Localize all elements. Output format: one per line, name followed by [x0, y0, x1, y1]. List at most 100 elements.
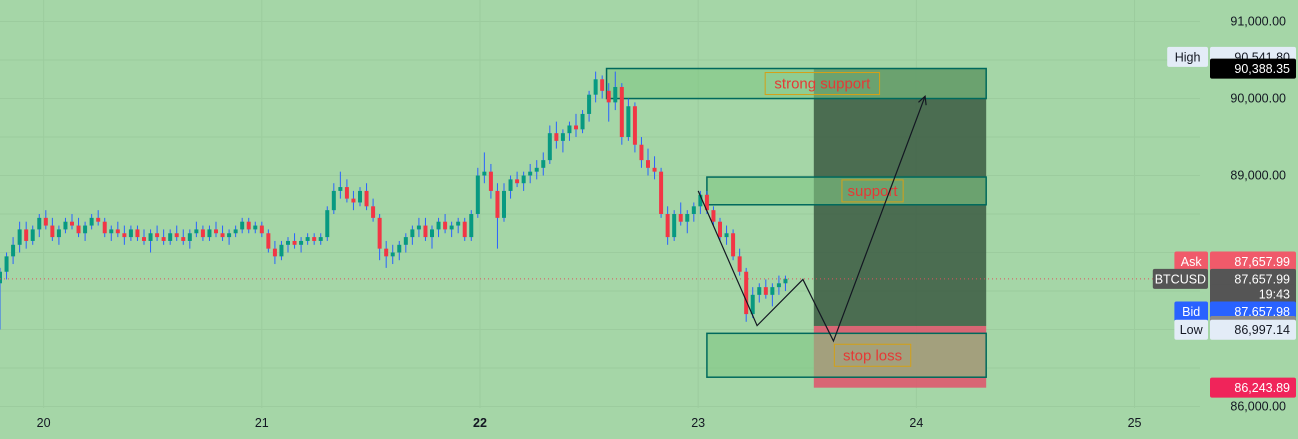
candle-body	[76, 225, 81, 234]
candle-body	[659, 171, 664, 215]
candle-body	[37, 217, 42, 230]
candle-body	[541, 160, 546, 168]
countdown-bg	[1210, 284, 1296, 305]
candle-body	[456, 221, 461, 226]
candle-body	[344, 187, 349, 199]
candle-body	[50, 225, 55, 238]
candle-body	[109, 229, 114, 234]
ask-tag-bg	[1174, 251, 1208, 272]
candle-body	[181, 237, 186, 241]
candle-body	[161, 237, 166, 241]
candle-body	[17, 229, 22, 245]
candle-body	[744, 271, 749, 315]
projection-arrowhead	[918, 94, 927, 106]
candle-body	[580, 113, 585, 130]
candle-body	[30, 229, 35, 241]
candle-body	[325, 210, 330, 238]
candle-body	[259, 225, 264, 234]
candle-body	[416, 225, 421, 230]
time-tick-label: 23	[691, 416, 705, 430]
high-tag-bg	[1167, 46, 1208, 67]
symbol-tag-bg	[1152, 268, 1208, 289]
candle-body	[338, 187, 343, 191]
zone-label-frame	[833, 343, 912, 367]
candle-body	[711, 210, 716, 222]
price-tick-label: 91,000.00	[1230, 15, 1286, 29]
candle-body	[560, 133, 565, 141]
candle-body	[351, 198, 356, 203]
candle-body	[718, 221, 722, 238]
candle-body	[436, 221, 441, 230]
candle-body	[214, 229, 218, 234]
symbol-tag: BTCUSD	[1155, 272, 1206, 286]
time-axis[interactable]: 20 21 22 23 24 25	[37, 416, 1142, 430]
projection-layer[interactable]	[0, 94, 1200, 343]
last-price-bg	[1210, 268, 1296, 289]
candle-body	[364, 190, 369, 207]
candle-body	[449, 225, 454, 230]
candle-body	[528, 171, 533, 176]
candle-body	[128, 229, 133, 238]
candle-body	[240, 221, 245, 230]
candle-body	[508, 179, 513, 191]
candle-body	[233, 229, 238, 234]
candle-body	[200, 229, 205, 238]
price-tick-label: 89,000.00	[1230, 169, 1286, 183]
candle-body	[142, 237, 146, 241]
grid-lines	[0, 0, 1200, 408]
candle-body	[187, 233, 192, 241]
zone-label: support	[848, 183, 899, 200]
candle-body	[220, 233, 225, 238]
candle-body	[626, 106, 631, 138]
stop-value-bg	[1210, 377, 1296, 398]
candle-body	[606, 90, 611, 103]
candle-body	[168, 233, 173, 241]
candle-body	[312, 237, 317, 241]
zone-label: stop loss	[843, 347, 902, 364]
candle-body	[148, 233, 153, 241]
candle-body	[704, 194, 709, 211]
candle-body	[70, 221, 74, 226]
candle-body	[521, 175, 526, 184]
candle-body	[737, 256, 742, 272]
zone-box[interactable]	[706, 332, 987, 378]
candle-body	[502, 190, 506, 218]
price-tick-label: 86,000.00	[1230, 399, 1286, 413]
low-value-bg	[1210, 319, 1296, 340]
candle-body	[632, 106, 637, 145]
candle-body	[547, 133, 552, 161]
candle-body	[174, 233, 179, 238]
candle-body	[639, 144, 644, 161]
candle-body	[423, 225, 428, 238]
ask-tag: Ask	[1181, 255, 1203, 269]
candle-body	[574, 125, 578, 130]
time-tick-label: 21	[255, 416, 269, 430]
price-axis[interactable]: 91,000.00 90,000.00 89,000.00 86,000.00	[1230, 15, 1286, 414]
candle-body	[495, 190, 500, 218]
candle-body	[482, 171, 487, 176]
candle-body	[619, 86, 624, 138]
candle-body	[750, 294, 755, 315]
bid-tag-bg	[1174, 301, 1208, 322]
zones-layer[interactable]: strong support support stop loss	[605, 67, 987, 378]
candle-body	[397, 244, 402, 253]
candle-body	[102, 221, 107, 234]
candle-body	[83, 225, 88, 234]
candle-body	[96, 217, 101, 222]
candle-body	[155, 233, 160, 238]
countdown: 19:43	[1259, 288, 1290, 302]
zone-box[interactable]	[605, 67, 987, 100]
candle-body	[266, 233, 271, 249]
candle-body	[11, 244, 16, 257]
candle-body	[724, 233, 729, 238]
candle-body	[698, 194, 703, 207]
high-tag: High	[1175, 50, 1201, 64]
projection-path[interactable]	[697, 96, 926, 343]
candle-body	[691, 206, 696, 215]
candle-body	[135, 229, 140, 238]
ask-value: 87,657.99	[1234, 255, 1290, 269]
candle-body	[652, 167, 657, 172]
candle-body	[475, 175, 480, 215]
